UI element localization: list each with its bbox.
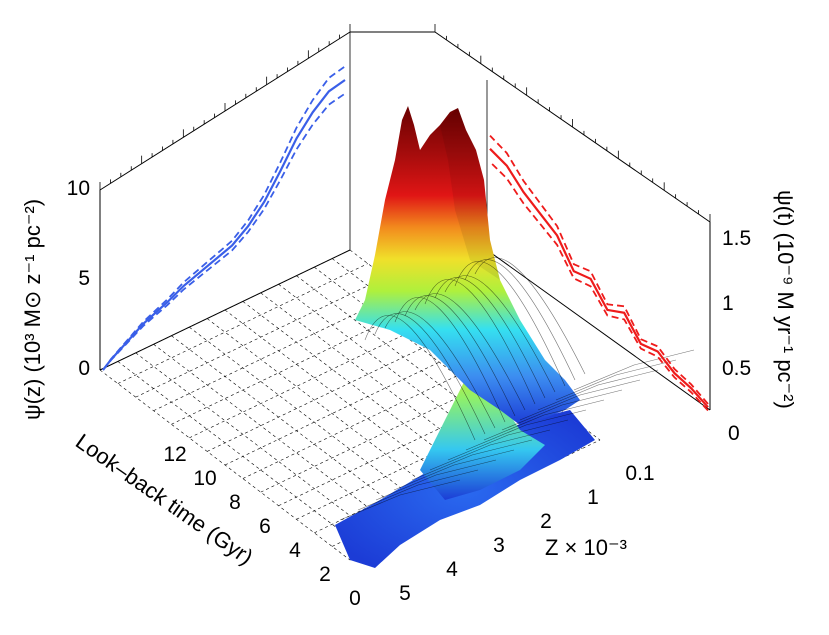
floor-grid-line [171,335,422,526]
floor-grid-line [171,304,422,425]
surface-mesh-line [374,313,486,435]
tick-label: 0.1 [625,462,654,485]
surface-mesh-line [404,295,516,417]
surface-mesh-line [501,389,623,431]
psi-z-curve [102,79,346,371]
surface-mesh-line [394,297,506,423]
surface-mesh-line [364,315,476,441]
tick-label: 1.5 [722,227,751,250]
top-edge-ticks [99,24,711,222]
surface-mesh-line [444,275,556,393]
floor-grid-line [224,309,476,501]
surface-mesh-line [411,439,533,481]
floor-grid-line [117,361,369,552]
floor-grid-line [242,301,494,492]
floor-grid-line [314,266,565,458]
psi-t-projection [489,134,709,412]
tick-label: 0 [78,357,90,380]
floor-grid-line [278,284,529,475]
tick-label: 10 [67,177,90,200]
floor-grid-line [242,358,493,479]
floor-grid-line [153,344,404,535]
psi-t-axis-ticks: 0 0.5 1 1.5 [722,227,751,445]
surface-mesh-line [434,277,546,399]
tick-label: 3 [493,534,505,557]
surface-mesh-line [519,379,641,421]
floor-grid-line [296,275,547,466]
metallicity-axis-ticks: 0.1 1 2 3 4 5 [399,462,654,605]
surface-mesh-line [424,279,536,405]
tick-label: 5 [78,267,90,290]
tick-label: 0 [349,587,361,610]
surface-mesh [339,257,695,521]
metallicity-axis-title: Z × 10⁻³ [545,535,627,560]
surface-mesh-line [339,479,461,521]
psi-z-projection [102,65,346,371]
floor-grid-line [189,317,440,439]
floor-grid-line [189,326,440,518]
surface [335,106,595,568]
surface-mesh-line [454,261,566,387]
tick-label: 6 [259,515,271,538]
psi-t-upper-bound [489,134,709,405]
surface-mesh-line [474,257,586,375]
tick-label: 5 [399,582,411,605]
floor-grid-line [135,352,386,544]
floor-grid-line [117,263,368,384]
psi-z-axis-ticks: 0 5 10 [67,177,90,380]
surface-mesh-line [573,349,695,391]
tick-label: 2 [540,510,552,533]
floor-grid-line [260,292,511,484]
tick-label: 8 [229,491,241,514]
tick-label: 2 [319,563,331,586]
surface-mesh-line [375,459,497,501]
psi-t-lower-bound [489,161,709,412]
surface-mesh-line [465,409,587,451]
tick-label: 0.5 [722,357,751,380]
surface-mesh-line [483,399,605,441]
surface-mesh-line [429,429,551,471]
floor-right-edge [486,249,711,411]
psi-t-axis-title: ψ(t) (10⁻⁹ M yr⁻¹ pc⁻²) [773,190,798,409]
psi-z-lower-bound [102,92,346,371]
floor-grid-line [260,371,511,493]
surface-mesh-line [384,311,496,429]
tick-label: 10 [193,467,216,490]
surface-mesh-line [464,259,576,381]
psi-z-axis-title: ψ(z) (10³ M⊙ z⁻¹ pc⁻²) [20,199,45,420]
floor-grid-line [99,369,351,561]
tick-label: 1 [587,486,599,509]
tick-label: 12 [163,443,186,466]
surface-mesh-line [393,449,515,491]
surface-mesh-line [357,469,479,511]
psi-t-curve [489,148,709,408]
surface-mesh-line [537,369,659,411]
surface-mesh-line [555,359,677,401]
tick-label: 4 [446,558,458,581]
tick-label: 4 [289,539,301,562]
psi-z-upper-bound [102,65,346,371]
tick-label: 1 [722,292,734,315]
surface-mesh-line [414,293,526,411]
surface-ridge-shade [440,108,500,280]
surface-mesh-line [447,419,569,461]
floor-grid-line [206,318,458,509]
tick-label: 0 [728,422,740,445]
